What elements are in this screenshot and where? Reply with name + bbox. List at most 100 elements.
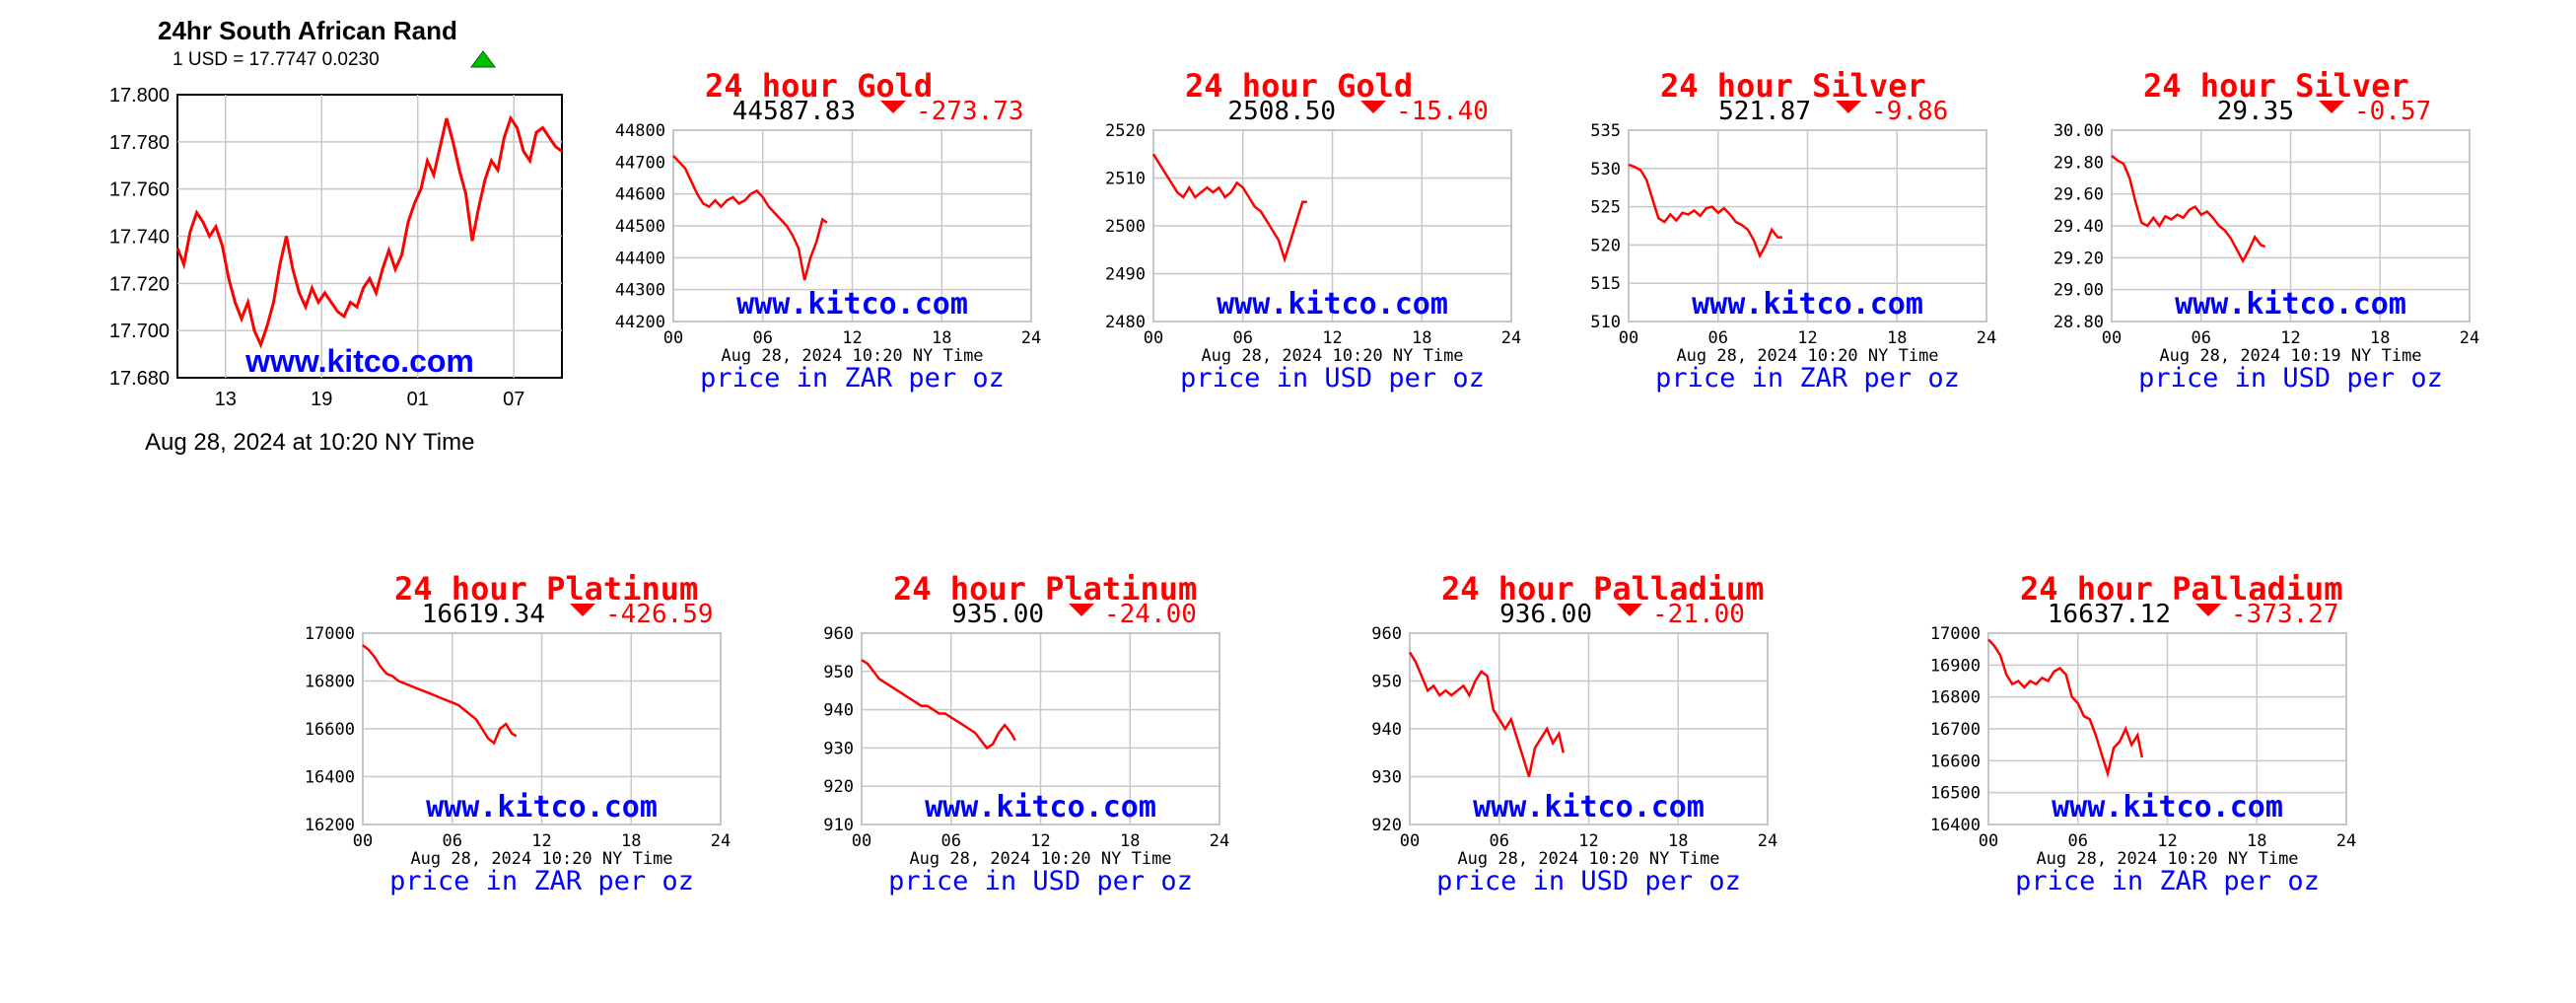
x-tick-label: 24: [711, 831, 731, 851]
y-tick-label: 940: [823, 701, 854, 721]
y-tick-label: 2490: [1105, 265, 1146, 285]
x-tick-label: 06: [1708, 328, 1728, 348]
y-tick-label: 44700: [615, 153, 665, 173]
x-tick-label: 00: [663, 328, 683, 348]
zar-quote: 1 USD = 17.7747 0.0230: [173, 49, 380, 70]
zar-x-tick-label: 01: [407, 389, 429, 410]
y-tick-label: 44300: [615, 281, 665, 301]
zar-x-tick-label: 07: [503, 389, 524, 410]
y-tick-label: 940: [1371, 720, 1402, 740]
y-tick-label: 16900: [1930, 656, 1981, 676]
date-line: Aug 28, 2024 10:20 NY Time: [1457, 849, 1719, 869]
date-line: Aug 28, 2024 10:19 NY Time: [2159, 346, 2421, 366]
price-change: -9.86: [1871, 97, 1948, 126]
unit-line: price in ZAR per oz: [700, 363, 1005, 394]
x-tick-label: 24: [1021, 328, 1041, 348]
x-tick-label: 06: [2192, 328, 2211, 348]
y-tick-label: 2510: [1105, 170, 1146, 189]
y-tick-label: 950: [823, 663, 854, 682]
x-tick-label: 24: [1758, 831, 1777, 851]
zar-title: 24hr South African Rand: [158, 16, 457, 45]
down-arrow-icon: [2319, 101, 2344, 113]
date-line: Aug 28, 2024 10:20 NY Time: [410, 849, 672, 869]
price-line: [1151, 153, 1307, 264]
x-tick-label: 00: [2102, 328, 2122, 348]
kitco-watermark: www.kitco.com: [244, 343, 474, 379]
price-change: -15.40: [1396, 97, 1489, 126]
date-line: Aug 28, 2024 10:20 NY Time: [909, 849, 1171, 869]
x-tick-label: 18: [1412, 328, 1431, 348]
x-tick-label: 24: [1977, 328, 1996, 348]
down-arrow-icon: [2195, 604, 2221, 616]
y-tick-label: 930: [823, 739, 854, 758]
zar-y-tick-label: 17.680: [109, 368, 170, 390]
current-price: 44587.83: [732, 97, 856, 126]
kitco-watermark: www.kitco.com: [925, 790, 1156, 824]
y-tick-label: 920: [823, 777, 854, 797]
y-tick-label: 910: [823, 816, 854, 835]
y-tick-label: 930: [1371, 768, 1402, 788]
y-tick-label: 525: [1590, 198, 1621, 218]
down-arrow-icon: [1617, 604, 1642, 616]
y-tick-label: 16500: [1930, 784, 1981, 804]
kitco-watermark: www.kitco.com: [736, 287, 968, 322]
x-tick-label: 06: [2068, 831, 2088, 851]
current-price: 29.35: [2217, 97, 2294, 126]
down-arrow-icon: [1069, 604, 1094, 616]
y-tick-label: 2480: [1105, 313, 1146, 332]
y-tick-label: 2520: [1105, 121, 1146, 141]
y-tick-label: 44200: [615, 313, 665, 332]
y-tick-label: 29.00: [2054, 281, 2104, 301]
price-line: [1408, 651, 1566, 777]
x-tick-label: 06: [1490, 831, 1509, 851]
chart-title: 24 hour Silver: [1660, 67, 1926, 105]
zar-y-tick-label: 17.760: [109, 179, 170, 201]
price-line: [672, 155, 828, 281]
price-line: [861, 659, 1016, 751]
y-tick-label: 520: [1590, 236, 1621, 255]
price-change: -21.00: [1652, 600, 1745, 629]
unit-line: price in ZAR per oz: [1655, 363, 1960, 394]
price-line: [2111, 154, 2266, 264]
y-tick-label: 530: [1590, 160, 1621, 179]
x-tick-label: 18: [621, 831, 641, 851]
zar-y-tick-label: 17.720: [109, 273, 170, 295]
down-arrow-icon: [880, 101, 906, 113]
y-tick-label: 30.00: [2054, 121, 2104, 141]
y-tick-label: 16800: [305, 673, 355, 692]
y-tick-label: 16600: [305, 720, 355, 740]
current-price: 521.87: [1718, 97, 1811, 126]
y-tick-label: 16400: [305, 768, 355, 788]
x-tick-label: 00: [1144, 328, 1163, 348]
date-line: Aug 28, 2024 10:20 NY Time: [1676, 346, 1938, 366]
zar-y-tick-label: 17.700: [109, 321, 170, 342]
x-tick-label: 18: [2247, 831, 2266, 851]
chart-title: 24 hour Palladium: [2020, 570, 2343, 608]
y-tick-label: 44500: [615, 217, 665, 237]
y-tick-label: 950: [1371, 673, 1402, 692]
date-line: Aug 28, 2024 10:20 NY Time: [2036, 849, 2298, 869]
kitco-watermark: www.kitco.com: [2052, 790, 2283, 824]
x-tick-label: 00: [852, 831, 871, 851]
price-change: -373.27: [2231, 600, 2339, 629]
y-tick-label: 960: [823, 624, 854, 644]
zar-y-tick-label: 17.780: [109, 132, 170, 154]
x-tick-label: 24: [1210, 831, 1229, 851]
chart-title: 24 hour Gold: [705, 67, 933, 105]
kitco-watermark: www.kitco.com: [2175, 287, 2406, 322]
current-price: 935.00: [951, 600, 1044, 629]
x-tick-label: 18: [2370, 328, 2390, 348]
y-tick-label: 16600: [1930, 752, 1981, 771]
current-price: 16619.34: [422, 600, 545, 629]
x-tick-label: 12: [1030, 831, 1050, 851]
y-tick-label: 2500: [1105, 217, 1146, 237]
kitco-watermark: www.kitco.com: [1692, 287, 1923, 322]
x-tick-label: 00: [1400, 831, 1420, 851]
